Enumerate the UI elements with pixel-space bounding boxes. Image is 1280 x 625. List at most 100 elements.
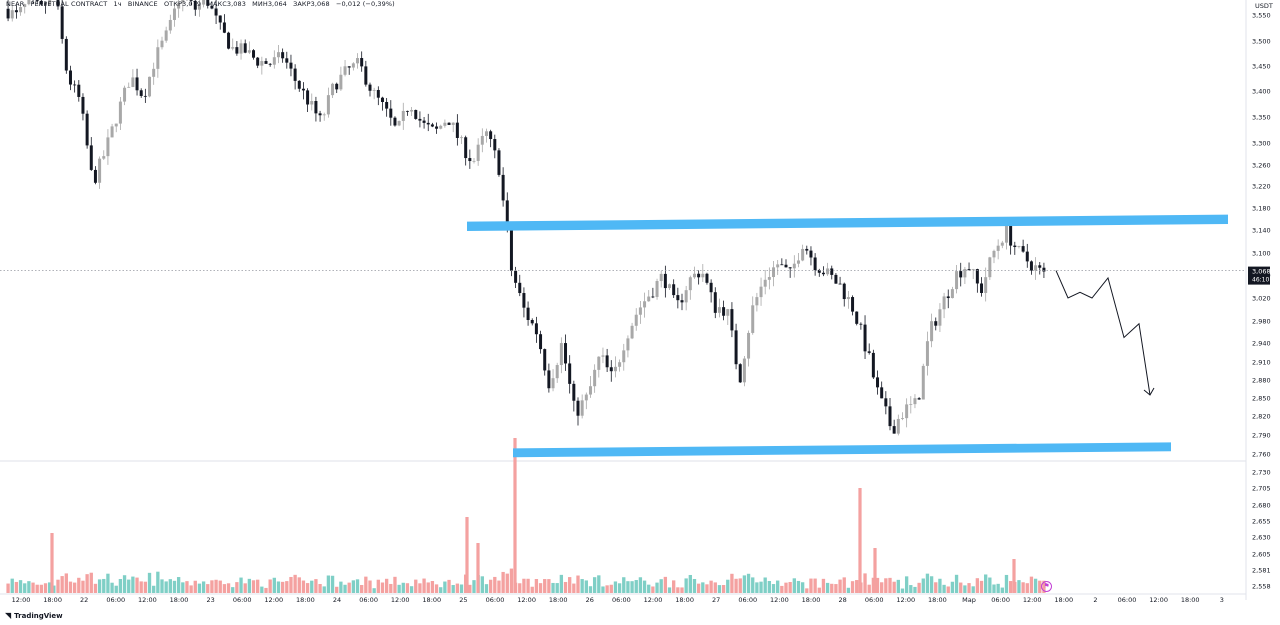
forecast-line[interactable] [1055, 270, 1151, 396]
volume-bar [181, 582, 185, 593]
candle-body [343, 66, 347, 75]
volume-bar [651, 586, 655, 593]
candle-body [805, 248, 809, 251]
resistance-zone[interactable] [467, 214, 1228, 231]
candle-body [526, 307, 530, 321]
volume-bar [422, 578, 426, 593]
candle-body [135, 77, 139, 91]
volume-bar [409, 586, 414, 593]
candle-body [547, 370, 551, 389]
candle-body [497, 150, 501, 175]
volume-bar [559, 574, 564, 593]
support-zone[interactable] [513, 442, 1171, 458]
volume-bar [52, 585, 56, 593]
candle-body [838, 283, 842, 285]
volume-bar [904, 576, 909, 593]
candle-body [64, 38, 68, 71]
volume-bar [609, 584, 613, 593]
volume-bar [796, 580, 801, 593]
candle-body [239, 43, 243, 54]
volume-bar [131, 576, 135, 593]
volume-bar [929, 576, 934, 593]
candle-body [992, 250, 996, 258]
volume-bar [197, 583, 202, 593]
volume-bar [622, 577, 626, 593]
candle-body [476, 144, 480, 161]
volume-bar [626, 581, 630, 593]
candle-body [464, 137, 468, 159]
candle-body [934, 321, 938, 326]
volume-bar [996, 583, 1000, 593]
candle-body [967, 269, 971, 270]
candle-body [980, 283, 984, 293]
volume-bar [584, 580, 588, 593]
volume-bar [405, 583, 410, 593]
volume-spike [513, 438, 517, 593]
candle-body [534, 323, 538, 335]
volume-bar [938, 578, 942, 593]
candle-body [435, 126, 439, 129]
volume-bar [48, 582, 52, 593]
candle-body [709, 282, 713, 293]
volume-bar [934, 582, 938, 593]
tradingview-brand[interactable]: ◥ TradingView [5, 611, 63, 620]
candle-body [181, 0, 185, 3]
candle-body [484, 131, 488, 136]
volume-bar [1000, 587, 1004, 593]
ohlc-change: −0,012 (−0,39%) [335, 0, 395, 8]
candle-body [792, 263, 796, 269]
price-tick-label: 3,500 [1252, 38, 1271, 46]
volume-bar [118, 579, 123, 593]
volume-bar [335, 586, 339, 593]
candle-body [830, 268, 834, 275]
candle-body [243, 43, 247, 53]
candle-body [809, 250, 813, 258]
candle-body [788, 267, 792, 269]
volume-bar [909, 585, 913, 593]
volume-bar [875, 577, 880, 593]
candle-body [676, 295, 680, 301]
candle-body [1017, 246, 1021, 247]
candle-body [197, 4, 201, 10]
candle-body [950, 289, 954, 299]
candle-body [1034, 265, 1038, 271]
candle-body [863, 324, 867, 352]
volume-bar [518, 583, 522, 593]
volume-bar [805, 588, 809, 593]
volume-bar [355, 579, 360, 593]
price-tick-label: 2,655 [1252, 518, 1271, 526]
candle-body [39, 0, 43, 5]
volume-bar [1029, 576, 1034, 593]
volume-bar [979, 580, 984, 593]
volume-bar [443, 581, 447, 593]
volume-bar [538, 583, 543, 593]
time-tick-label: 26 [586, 596, 594, 604]
flag-icon[interactable]: ⚑ [1041, 581, 1052, 592]
candle-body [231, 47, 235, 49]
volume-bar [830, 583, 834, 593]
volume-bar [85, 574, 89, 593]
time-tick-label: 22 [80, 596, 88, 604]
volume-bar [630, 581, 634, 593]
time-tick-label: 18:00 [296, 596, 315, 604]
volume-bar [347, 582, 351, 593]
time-tick-label: 3 [1220, 596, 1224, 604]
candle-body [622, 350, 626, 363]
price-tick-label: 2,558 [1252, 583, 1271, 591]
candle-body [680, 300, 684, 303]
candle-body [372, 89, 376, 91]
volume-bar [572, 583, 576, 593]
candle-body [518, 282, 522, 294]
volume-bar [376, 579, 380, 593]
candle-body [509, 230, 513, 271]
price-tick-label: 2,850 [1252, 395, 1271, 403]
volume-bar [971, 586, 975, 593]
candle-body [659, 273, 663, 282]
volume-bar [954, 574, 959, 593]
volume-bar [780, 585, 784, 593]
candle-body [842, 283, 846, 300]
volume-bar [959, 582, 963, 593]
candle-body [272, 57, 276, 65]
time-tick-label: 06:00 [1118, 596, 1137, 604]
